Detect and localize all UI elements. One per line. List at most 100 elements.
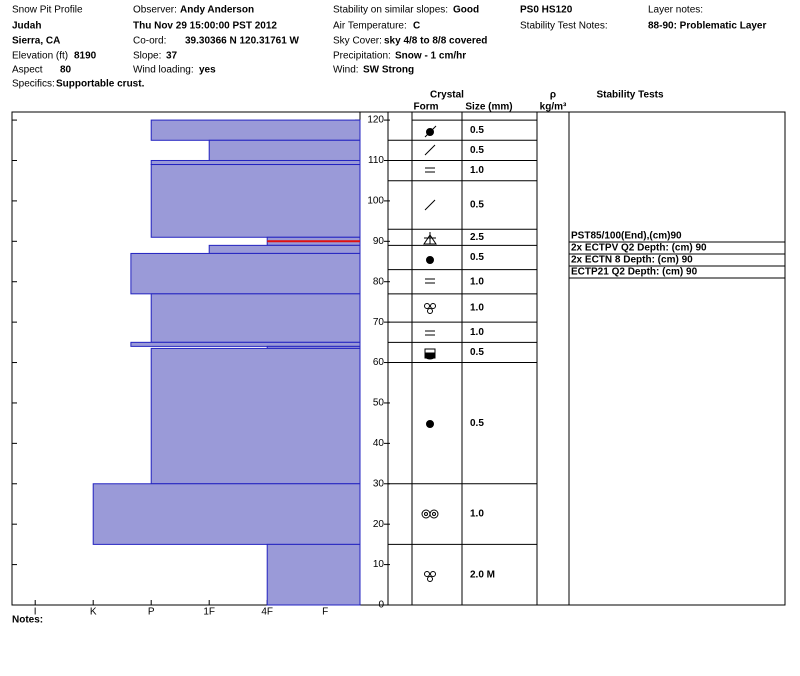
crystal-icons bbox=[421, 125, 439, 582]
size-value: 0.5 bbox=[470, 418, 484, 429]
x-tick-label: F bbox=[322, 607, 328, 618]
y-tick-label: 110 bbox=[368, 155, 384, 166]
size-value: 0.5 bbox=[470, 145, 484, 156]
size-value: 1.0 bbox=[470, 327, 484, 338]
hardness-bar bbox=[150, 293, 361, 343]
icon bbox=[425, 167, 435, 173]
value: sky 4/8 to 8/8 covered bbox=[384, 36, 487, 47]
label: Precipitation: bbox=[333, 51, 391, 62]
value: C bbox=[413, 21, 420, 32]
label: Elevation (ft) bbox=[12, 51, 68, 62]
y-tick-label: 30 bbox=[373, 478, 385, 489]
notes-label: Notes: bbox=[12, 615, 43, 626]
stability-test: 2x ECTPV Q2 Depth: (cm) 90 bbox=[571, 243, 707, 254]
value: Andy Anderson bbox=[180, 5, 254, 16]
x-tick-label: 1F bbox=[203, 607, 215, 618]
icon bbox=[424, 144, 436, 156]
value: Thu Nov 29 15:00:00 PST 2012 bbox=[133, 21, 277, 32]
hardness-bar bbox=[208, 244, 361, 254]
value: 39.30366 N 120.31761 W bbox=[185, 36, 300, 47]
label: Observer: bbox=[133, 5, 177, 16]
label: Slope: bbox=[133, 51, 161, 62]
size-value: 2.5 bbox=[470, 232, 484, 243]
value: 8190 bbox=[74, 51, 97, 62]
column-header: Crystal bbox=[430, 90, 464, 101]
value: 80 bbox=[60, 65, 72, 76]
size-value: 0.5 bbox=[470, 347, 484, 358]
column-header: Size (mm) bbox=[465, 102, 512, 113]
hardness-bar bbox=[150, 164, 361, 238]
x-tick-label: I bbox=[34, 607, 37, 618]
y-tick-label: 50 bbox=[373, 398, 385, 409]
hardness-bar bbox=[150, 159, 361, 166]
column-header: Form bbox=[414, 102, 439, 113]
y-tick-label: 20 bbox=[373, 519, 385, 530]
label: Stability Test Notes: bbox=[520, 21, 608, 32]
size-value: 1.0 bbox=[470, 165, 484, 176]
y-tick-label: 40 bbox=[373, 438, 385, 449]
x-tick-label: P bbox=[148, 607, 155, 618]
hardness-bar bbox=[130, 252, 361, 295]
value: 88-90: Problematic Layer bbox=[648, 21, 766, 32]
icon bbox=[424, 348, 436, 360]
column-header: Stability Tests bbox=[596, 90, 663, 101]
header: Snow Pit Profile Judah Sierra, CA Elevat… bbox=[12, 5, 766, 90]
icon bbox=[421, 509, 439, 519]
hardness-bar bbox=[208, 139, 361, 161]
label: Stability on similar slopes: bbox=[333, 5, 448, 16]
icon bbox=[425, 330, 435, 336]
label: Wind loading: bbox=[133, 65, 194, 76]
label: Layer notes: bbox=[648, 5, 703, 16]
table-frame bbox=[359, 111, 786, 606]
column-header: ρ bbox=[550, 90, 556, 101]
label: Co-ord: bbox=[133, 36, 166, 47]
y-tick-label: 70 bbox=[373, 317, 385, 328]
icon bbox=[424, 571, 436, 582]
stability-test: ECTP21 Q2 Depth: (cm) 90 bbox=[571, 267, 698, 278]
column-header: kg/m³ bbox=[540, 102, 567, 113]
size-value: 1.0 bbox=[470, 509, 484, 520]
label: Wind: bbox=[333, 65, 359, 76]
size-value: 1.0 bbox=[470, 303, 484, 314]
value: Snow - 1 cm/hr bbox=[395, 51, 466, 62]
icon bbox=[423, 232, 437, 245]
label: Sky Cover: bbox=[333, 36, 382, 47]
y-tick-label: 60 bbox=[373, 357, 385, 368]
title: Snow Pit Profile bbox=[12, 5, 83, 16]
value: Good bbox=[453, 5, 479, 16]
y-tick-label: 10 bbox=[373, 559, 385, 570]
region: Sierra, CA bbox=[12, 36, 60, 47]
label: Air Temperature: bbox=[333, 21, 407, 32]
icon bbox=[424, 303, 436, 314]
hardness-bar bbox=[150, 347, 361, 485]
icon bbox=[425, 278, 435, 284]
size-value: 0.5 bbox=[470, 125, 484, 136]
label: Specifics: bbox=[12, 79, 55, 90]
value: Supportable crust. bbox=[56, 79, 145, 90]
size-value: 1.0 bbox=[470, 276, 484, 287]
value: 37 bbox=[166, 51, 178, 62]
x-tick-label: K bbox=[90, 607, 97, 618]
location: Judah bbox=[12, 21, 41, 32]
y-tick-label: 80 bbox=[373, 276, 385, 287]
stability-test: 2x ECTN 8 Depth: (cm) 90 bbox=[571, 255, 693, 266]
icon bbox=[424, 125, 437, 138]
y-tick-label: 100 bbox=[367, 196, 384, 207]
icon bbox=[426, 420, 434, 428]
size-value: 0.5 bbox=[470, 252, 484, 263]
value: yes bbox=[199, 65, 216, 76]
y-tick-label: 0 bbox=[378, 600, 384, 611]
hardness-bar bbox=[92, 483, 361, 545]
hardness-bar bbox=[266, 543, 361, 606]
hardness-bar bbox=[150, 119, 361, 141]
size-value: 0.5 bbox=[470, 200, 484, 211]
y-tick-label: 90 bbox=[373, 236, 385, 247]
label: Aspect bbox=[12, 65, 43, 76]
icon bbox=[424, 199, 436, 211]
pit-id: PS0 HS120 bbox=[520, 5, 573, 16]
icon bbox=[426, 256, 434, 264]
table-header: Crystal Form Size (mm) ρ kg/m³ Stability… bbox=[414, 90, 664, 113]
stability-test: PST85/100(End),(cm)90 bbox=[571, 231, 682, 242]
